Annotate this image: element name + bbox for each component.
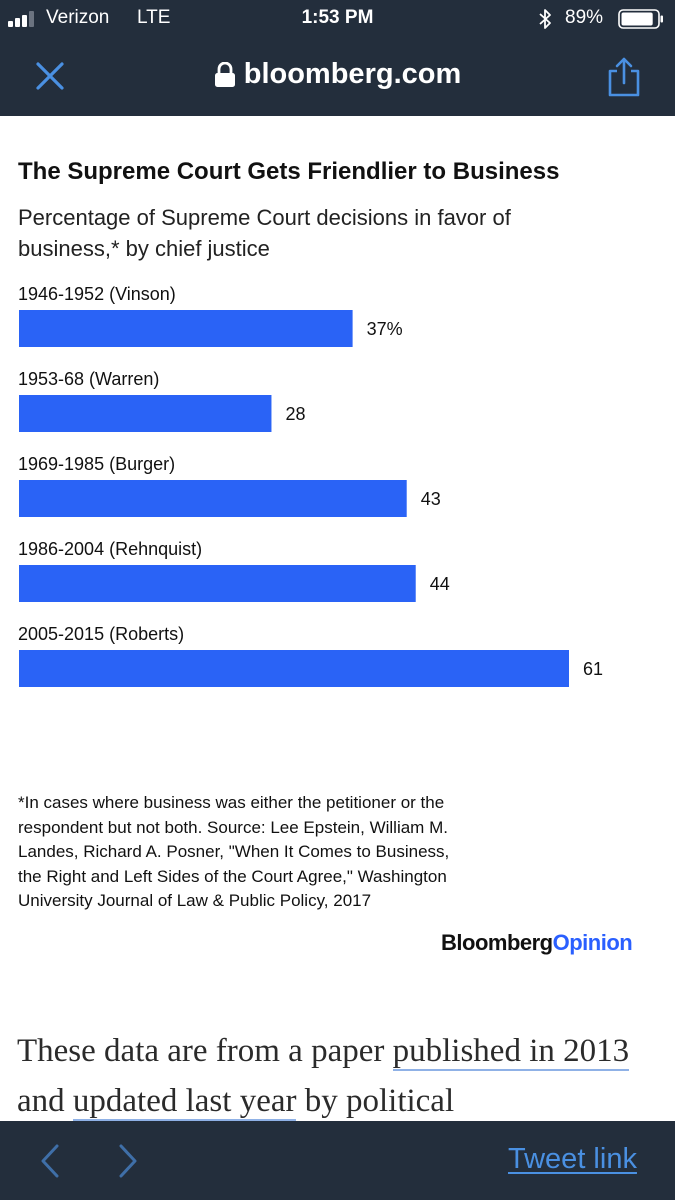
bar-value-label: 28 [285,404,305,424]
lock-icon [214,61,235,87]
bar-value-label: 61 [583,659,603,679]
close-button[interactable] [30,56,70,96]
bar-category-label: 1969-1985 (Burger) [18,454,175,474]
url-bar: bloomberg.com [0,40,675,116]
forward-button[interactable] [112,1141,144,1181]
bar-category-label: 2005-2015 (Roberts) [18,624,184,644]
bar-value-label: 43 [421,489,441,509]
article-paragraph: These data are from a paper published in… [17,1026,657,1126]
chart-subtitle: Percentage of Supreme Court decisions in… [18,205,511,261]
link-updated-last-year[interactable]: updated last year [72,1083,297,1121]
brand-accent: Opinion [552,930,633,955]
brand-name: Bloomberg [441,930,553,955]
chevron-left-icon [41,1144,59,1178]
bar-category-label: 1986-2004 (Rehnquist) [18,539,202,559]
close-icon [36,62,64,90]
bar [19,310,353,347]
share-button[interactable] [603,54,645,100]
carrier-name: Verizon [46,7,110,28]
url-domain: bloomberg.com [243,58,462,90]
tweet-link[interactable]: Tweet link [508,1143,637,1175]
bloomberg-opinion-logo: BloombergOpinion [441,930,633,956]
bar [19,395,272,432]
url-display[interactable]: bloomberg.com [0,58,675,91]
chevron-right-icon [119,1144,137,1178]
bar [19,565,416,602]
chart-footnote: *In cases where business was either the … [18,793,450,910]
browser-bottom-bar: Tweet link [0,1121,675,1200]
article-text-start: These data are from a paper [17,1033,393,1069]
signal-icon [8,11,34,27]
back-button[interactable] [34,1141,66,1181]
battery-percentage: 89% [565,7,604,28]
bar-category-label: 1946-1952 (Vinson) [18,284,176,304]
browser-top-bar: Verizon LTE 1:53 PM 89% bloomberg.com [0,0,675,116]
status-time: 1:53 PM [301,7,374,28]
share-icon [608,57,640,97]
bar [19,480,407,517]
chart-title: The Supreme Court Gets Friendlier to Bus… [18,158,560,185]
bar-value-label: 44 [430,574,450,594]
article-text-middle: and [17,1083,73,1119]
battery-icon [618,9,663,29]
article-text-end: by political [296,1083,455,1119]
network-type: LTE [137,7,171,28]
link-published-2013[interactable]: published in 2013 [392,1033,630,1071]
status-bar: Verizon LTE 1:53 PM 89% [0,0,675,38]
bluetooth-icon [539,9,551,29]
bar-chart: 1946-1952 (Vinson) 37% 1953-68 (Warren) 28 1… [18,284,603,687]
bar-category-label: 1953-68 (Warren) [18,369,159,389]
bar [19,650,569,687]
bar-value-label: 37% [367,319,403,339]
